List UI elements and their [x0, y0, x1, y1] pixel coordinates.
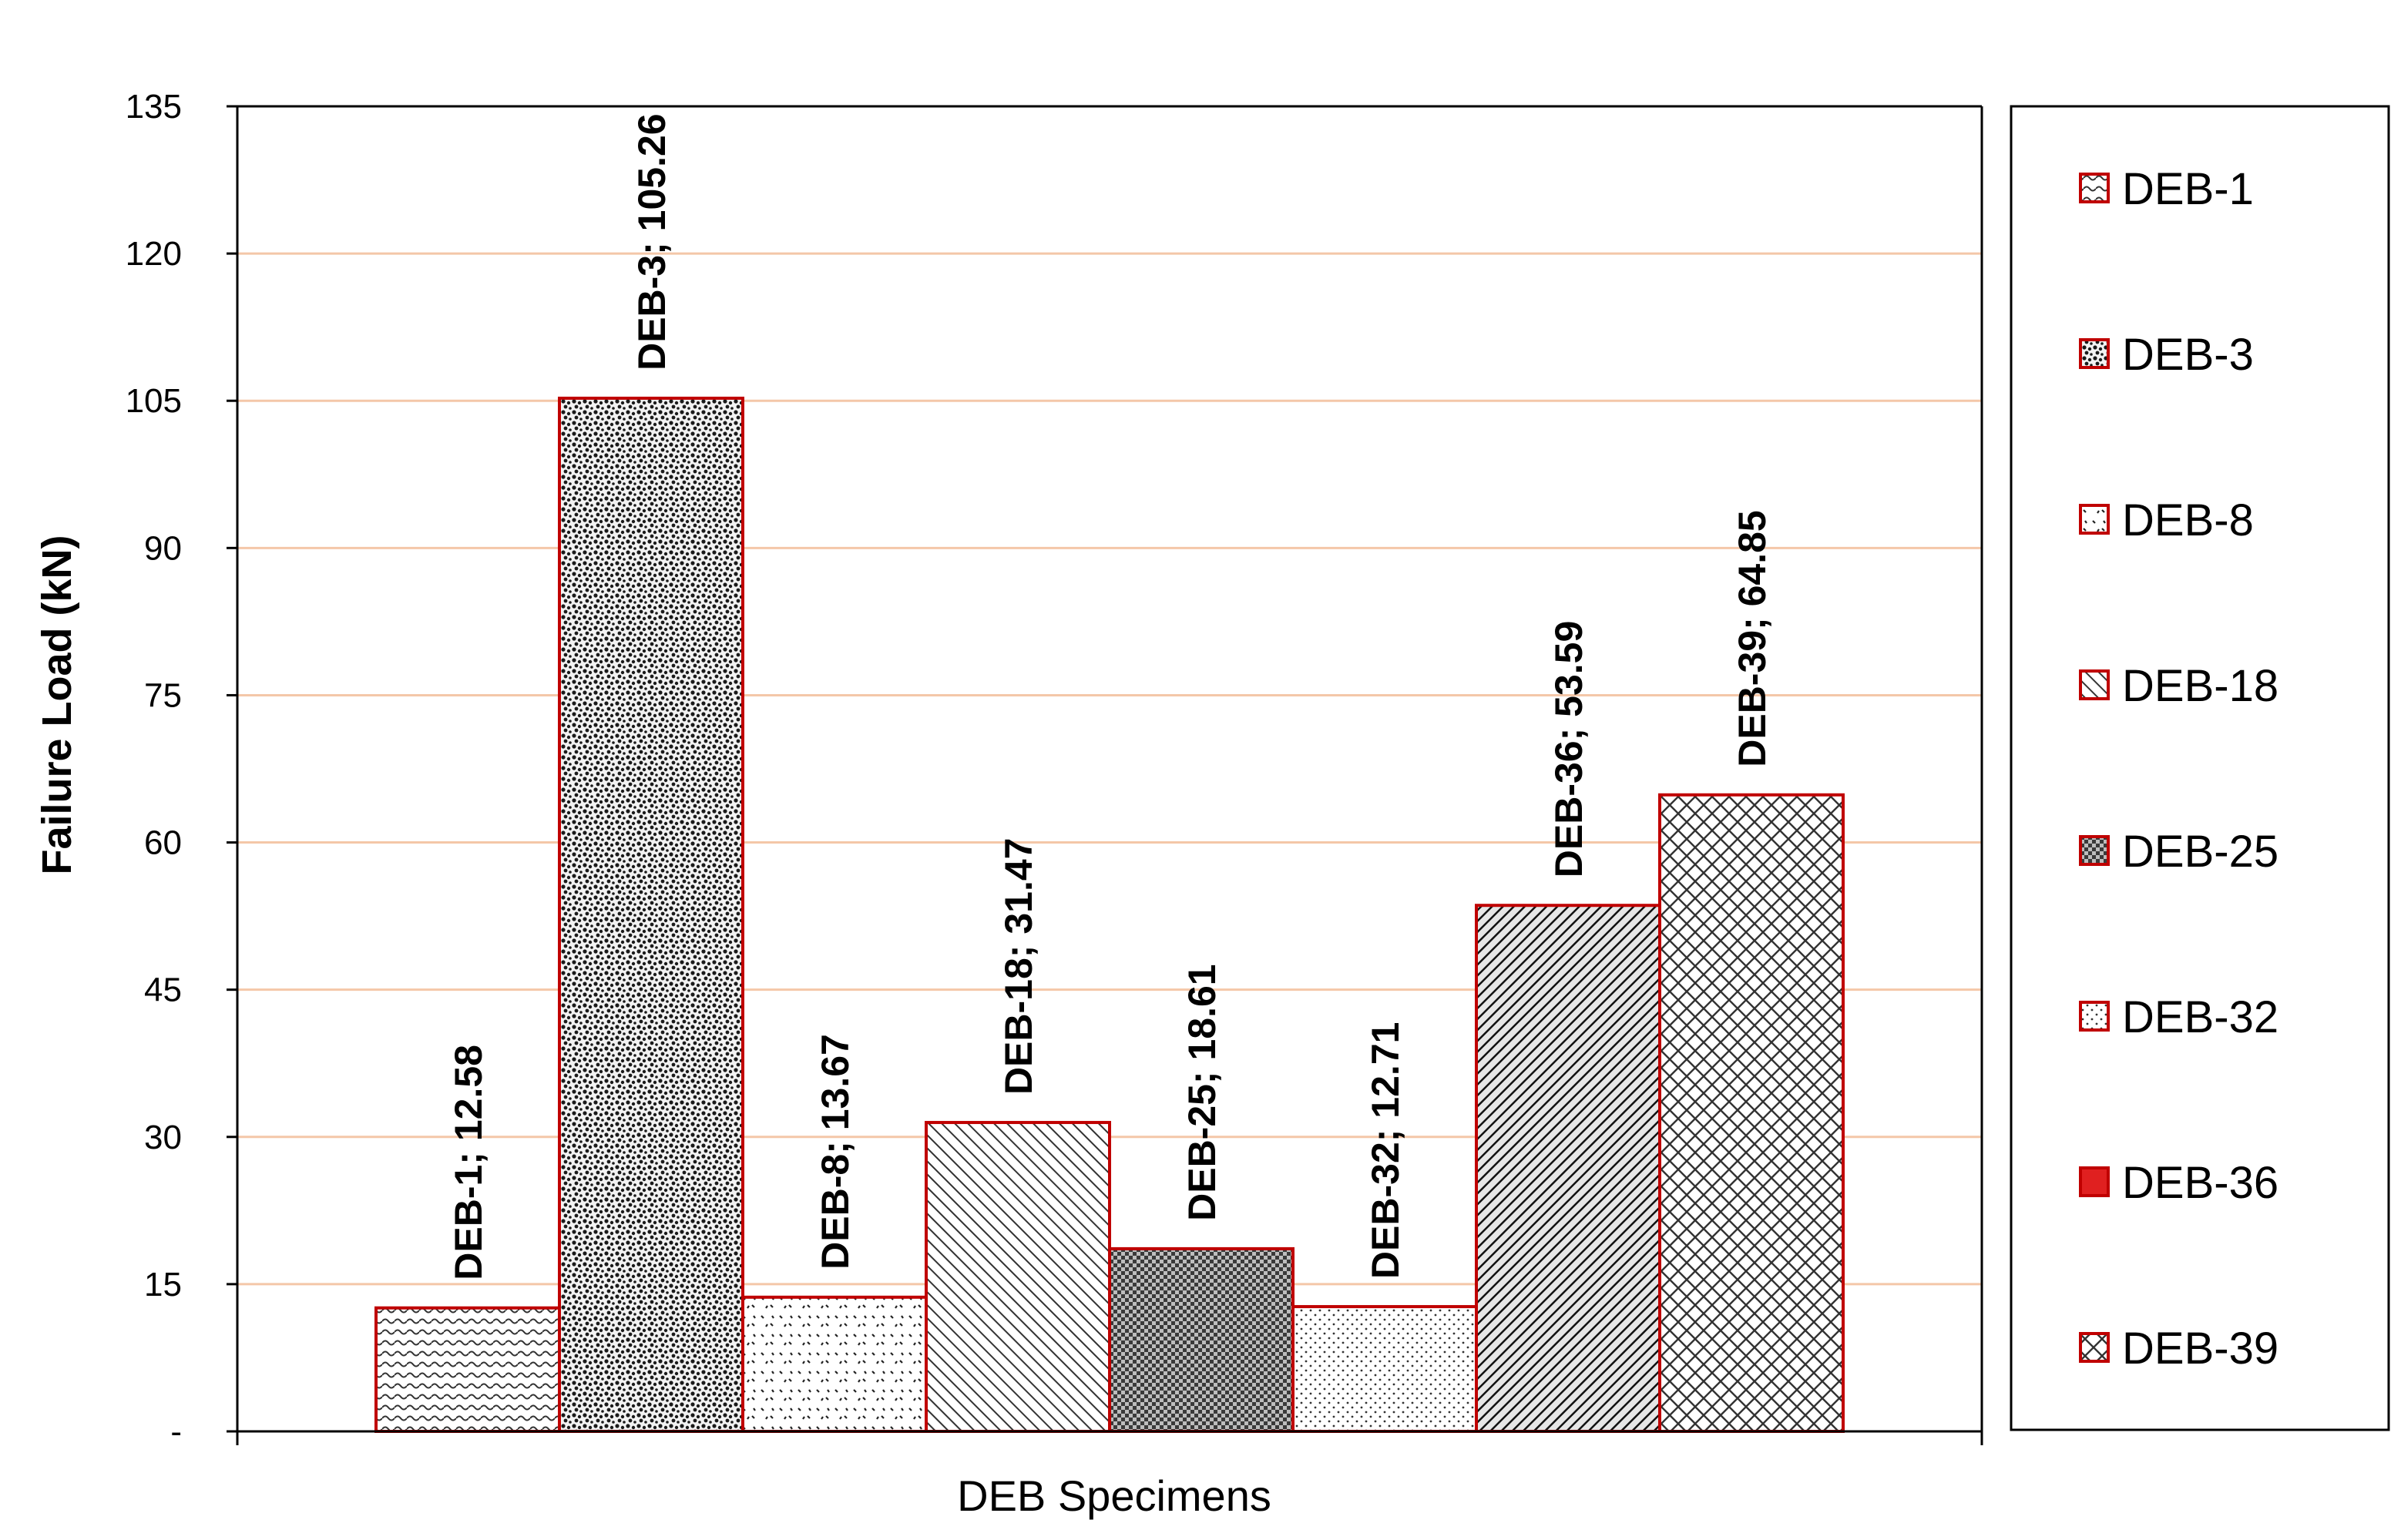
y-tick-label: 30: [144, 1119, 182, 1156]
legend-item-deb-1: DEB-1: [2079, 164, 2254, 214]
legend-item-deb-3: DEB-3: [2079, 330, 2254, 380]
legend: DEB-1 DEB-3 DEB-8 DEB-18 DEB-25 DEB-32 DEB-36 D…: [2079, 164, 2278, 1374]
y-axis-title: Failure Load (kN): [34, 535, 80, 874]
y-tick-label: 135: [126, 88, 182, 126]
legend-box: [2010, 105, 2390, 1431]
bar-deb-8: [741, 1295, 928, 1434]
legend-label: DEB-8: [2122, 495, 2254, 545]
legend-label: DEB-1: [2122, 164, 2254, 214]
data-label-deb-25: DEB-25; 18.61: [1180, 964, 1224, 1221]
legend-swatch: [2079, 669, 2110, 700]
y-tick-label: 45: [144, 971, 182, 1009]
data-label-deb-3: DEB-3; 105.26: [630, 113, 673, 371]
legend-item-deb-25: DEB-25: [2079, 827, 2278, 877]
legend-swatch: [2079, 338, 2110, 369]
y-tick-label: 15: [144, 1266, 182, 1303]
y-tick-label: -: [170, 1413, 182, 1451]
legend-swatch: [2079, 173, 2110, 203]
y-tick-label: 60: [144, 824, 182, 862]
bar-deb-3: [558, 396, 744, 1433]
data-label-deb-8: DEB-8; 13.67: [814, 1034, 857, 1270]
legend-swatch: [2079, 1332, 2110, 1363]
y-tick-label: 75: [144, 676, 182, 714]
data-label-deb-1: DEB-1; 12.58: [447, 1045, 490, 1280]
legend-label: DEB-39: [2122, 1324, 2278, 1374]
bar-deb-32: [1291, 1305, 1478, 1433]
data-label-deb-32: DEB-32; 12.71: [1364, 1022, 1407, 1280]
legend-label: DEB-3: [2122, 330, 2254, 380]
legend-swatch: [2079, 504, 2110, 535]
legend-item-deb-18: DEB-18: [2079, 661, 2278, 711]
legend-swatch: [2079, 1166, 2110, 1197]
bar-deb-25: [1108, 1246, 1295, 1433]
data-label-deb-36: DEB-36; 53.59: [1547, 621, 1590, 878]
legend-item-deb-32: DEB-32: [2079, 992, 2278, 1042]
bar-deb-18: [925, 1121, 1111, 1433]
legend-swatch: [2079, 1001, 2110, 1032]
bar-deb-36: [1475, 904, 1661, 1434]
legend-label: DEB-32: [2122, 992, 2278, 1042]
bars: [374, 396, 1845, 1434]
legend-item-deb-39: DEB-39: [2079, 1324, 2278, 1374]
y-tick-label: 105: [126, 382, 182, 420]
legend-label: DEB-18: [2122, 661, 2278, 711]
y-tick-label: 90: [144, 529, 182, 567]
data-label-deb-39: DEB-39; 64.85: [1731, 510, 1774, 767]
bar-deb-39: [1658, 793, 1845, 1433]
data-label-deb-18: DEB-18; 31.47: [997, 838, 1040, 1095]
y-tick-label: 120: [126, 235, 182, 273]
axes: [236, 105, 1983, 1445]
y-tick-labels: - 15 30 45 60 75 90 105 120 135: [126, 88, 237, 1451]
data-labels: DEB-1; 12.58 DEB-3; 105.26 DEB-8; 13.67 DEB…: [447, 113, 1774, 1280]
legend-swatch: [2079, 835, 2110, 866]
legend-item-deb-36: DEB-36: [2079, 1158, 2278, 1208]
legend-label: DEB-36: [2122, 1158, 2278, 1208]
x-axis-title: DEB Specimens: [957, 1471, 1271, 1520]
legend-item-deb-8: DEB-8: [2079, 495, 2254, 545]
legend-label: DEB-25: [2122, 827, 2278, 877]
bar-deb-1: [374, 1306, 561, 1433]
